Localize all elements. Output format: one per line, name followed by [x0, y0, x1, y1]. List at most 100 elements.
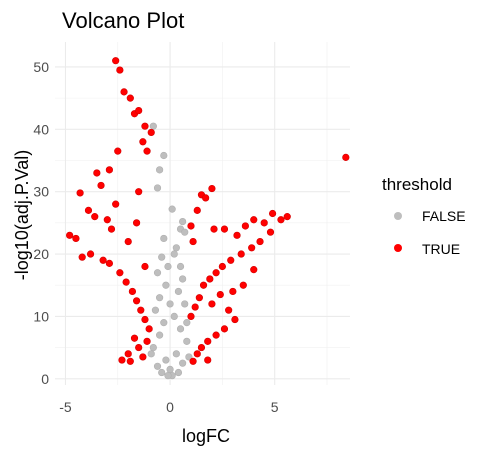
point-true: [220, 225, 229, 233]
data-points: [66, 57, 350, 380]
point-true: [212, 331, 220, 339]
point-true: [193, 206, 201, 214]
y-tick-label: 40: [33, 121, 49, 137]
point-true: [189, 237, 197, 246]
point-true: [248, 244, 256, 252]
point-true: [116, 269, 124, 277]
point-true: [141, 262, 149, 271]
point-true: [122, 278, 130, 286]
point-true: [204, 337, 212, 345]
point-true: [126, 357, 134, 365]
point-false: [149, 343, 157, 352]
point-false: [179, 275, 187, 283]
point-true: [197, 343, 206, 352]
legend-key-true: [394, 244, 402, 252]
point-false: [166, 365, 174, 374]
point-true: [118, 356, 126, 364]
point-true: [342, 153, 350, 161]
point-false: [153, 184, 162, 192]
point-true: [97, 181, 105, 190]
point-false: [153, 362, 162, 370]
point-false: [172, 244, 180, 252]
point-true: [187, 312, 195, 321]
point-false: [172, 350, 180, 358]
point-true: [206, 275, 214, 283]
point-false: [158, 368, 166, 377]
x-axis-title: logFC: [182, 426, 230, 446]
point-false: [164, 372, 172, 380]
point-false: [183, 337, 191, 345]
point-true: [76, 189, 84, 197]
y-tick-label: 50: [33, 59, 49, 75]
legend-label-false: FALSE: [422, 208, 466, 224]
point-true: [283, 213, 291, 221]
point-false: [164, 262, 172, 271]
point-false: [185, 353, 193, 361]
legend: threshold FALSE TRUE: [382, 175, 466, 257]
point-false: [156, 331, 164, 339]
x-tick-label: 5: [271, 399, 279, 415]
point-true: [260, 219, 268, 227]
y-tick-label: 20: [33, 246, 49, 262]
x-axis-ticks: -5 0 5: [59, 399, 279, 415]
point-true: [199, 281, 208, 289]
point-true: [143, 337, 151, 345]
point-false: [179, 359, 187, 367]
point-true: [227, 256, 235, 264]
point-false: [153, 269, 162, 277]
point-false: [151, 306, 160, 314]
point-true: [237, 250, 245, 258]
point-false: [162, 356, 170, 364]
point-true: [114, 147, 122, 155]
point-true: [116, 66, 124, 74]
point-true: [187, 222, 195, 230]
point-true: [250, 266, 258, 274]
grid: [55, 42, 350, 385]
point-true: [210, 225, 218, 233]
point-true: [277, 216, 285, 224]
point-false: [156, 166, 164, 174]
point-true: [191, 303, 199, 311]
y-axis-title: -log10(adj.P.Val): [12, 150, 32, 280]
point-false: [149, 122, 157, 130]
point-true: [143, 147, 151, 155]
point-true: [141, 122, 149, 130]
point-true: [120, 88, 128, 96]
y-tick-label: 0: [41, 371, 49, 387]
point-true: [241, 222, 249, 230]
point-true: [105, 166, 113, 174]
point-true: [218, 262, 226, 271]
point-true: [86, 250, 95, 258]
point-true: [233, 231, 241, 239]
point-true: [126, 94, 134, 102]
point-true: [266, 228, 275, 236]
point-true: [105, 259, 113, 267]
point-true: [137, 306, 145, 314]
point-true: [135, 106, 143, 115]
point-true: [202, 194, 210, 202]
point-true: [124, 350, 132, 358]
point-false: [183, 319, 191, 327]
point-false: [174, 287, 183, 296]
point-true: [91, 213, 99, 221]
point-true: [231, 315, 239, 324]
point-true: [78, 253, 86, 261]
point-true: [112, 200, 120, 208]
legend-title: threshold: [382, 175, 452, 194]
point-false: [160, 234, 168, 243]
point-true: [204, 356, 212, 364]
point-true: [208, 300, 216, 308]
point-true: [250, 216, 258, 224]
point-true: [124, 237, 132, 246]
point-false: [174, 368, 183, 377]
x-tick-label: 0: [166, 399, 174, 415]
point-true: [225, 306, 233, 314]
point-false: [162, 281, 170, 289]
point-true: [141, 315, 149, 324]
point-true: [128, 287, 137, 296]
point-true: [189, 357, 197, 365]
point-true: [147, 128, 155, 137]
point-false: [176, 325, 185, 333]
y-tick-label: 30: [33, 184, 49, 200]
